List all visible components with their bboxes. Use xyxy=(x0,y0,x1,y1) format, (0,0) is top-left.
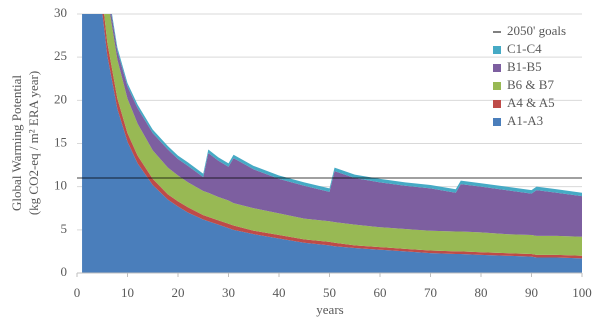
y-tick-label: 30 xyxy=(54,5,67,20)
legend-label: A4 & A5 xyxy=(507,95,555,110)
area xyxy=(110,14,582,237)
y-tick-label: 15 xyxy=(54,134,67,149)
legend-swatch xyxy=(493,100,501,108)
y-tick-label: 0 xyxy=(61,264,68,279)
y-tick-label: 10 xyxy=(54,178,67,193)
x-tick-label: 0 xyxy=(74,285,81,300)
x-tick-label: 30 xyxy=(222,285,235,300)
x-tick-label: 50 xyxy=(323,285,336,300)
x-tick-label: 60 xyxy=(374,285,387,300)
x-tick-label: 20 xyxy=(172,285,185,300)
y-axis-label: (kg CO2-eq / m² ERA year) xyxy=(26,71,41,215)
legend-label: C1-C4 xyxy=(507,41,542,56)
y-tick-label: 20 xyxy=(54,91,67,106)
x-tick-label: 100 xyxy=(572,285,592,300)
legend-label: B6 & B7 xyxy=(507,77,554,92)
legend-swatch xyxy=(493,82,501,90)
legend-swatch xyxy=(493,64,501,72)
y-axis-label: Global Warming Potential xyxy=(9,75,24,211)
y-tick-label: 25 xyxy=(54,48,67,63)
plot-area xyxy=(82,14,582,273)
legend-label: A1-A3 xyxy=(507,113,543,128)
area xyxy=(82,14,582,273)
legend-swatch xyxy=(493,118,501,126)
x-tick-label: 80 xyxy=(475,285,488,300)
legend-label: 2050' goals xyxy=(507,23,566,38)
y-tick-label: 5 xyxy=(61,221,68,236)
x-tick-label: 90 xyxy=(525,285,538,300)
overlay: 2050' goals C1-C4 B1-B5 B6 & B7 A4 & A5 A1-A3 xyxy=(77,23,582,274)
x-tick-label: 40 xyxy=(273,285,286,300)
legend-label: B1-B5 xyxy=(507,59,542,74)
x-axis-label: years xyxy=(316,302,343,317)
x-tick-label: 10 xyxy=(121,285,134,300)
legend-swatch xyxy=(493,46,501,54)
x-tick-label: 70 xyxy=(424,285,437,300)
